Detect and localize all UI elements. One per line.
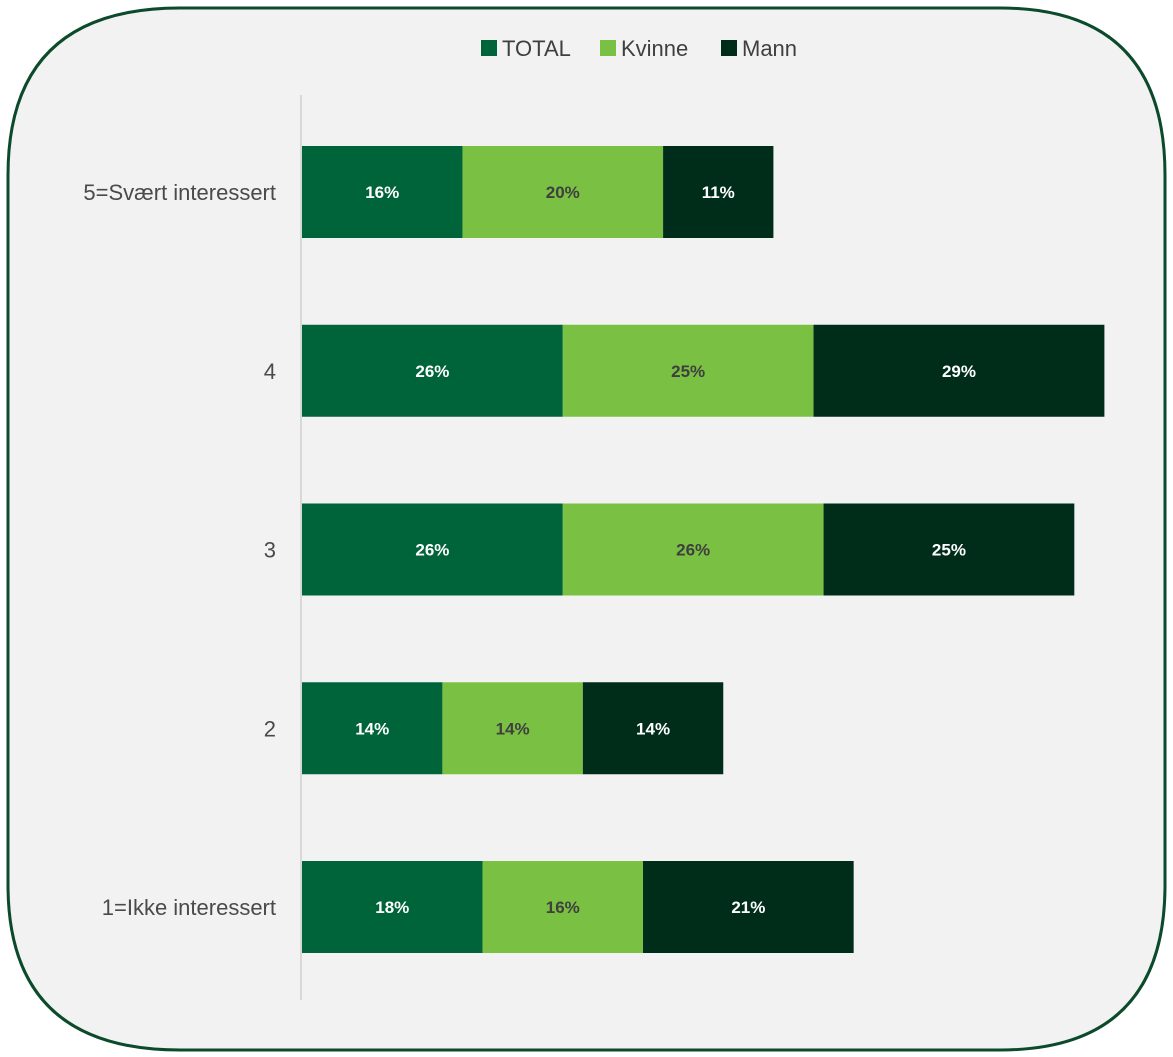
category-label: 3 xyxy=(264,538,276,563)
bar-segment-kvinne xyxy=(462,146,664,238)
data-label: 26% xyxy=(415,362,449,381)
bar-segment-mann xyxy=(582,682,724,775)
bar-segment-kvinne xyxy=(562,324,814,417)
bar-segment-mann xyxy=(643,861,854,953)
category-label: 4 xyxy=(264,359,276,384)
legend-label: Mann xyxy=(742,36,797,61)
data-label: 14% xyxy=(355,719,389,738)
category-labels: 5=Svært interessert 4 3 2 1=Ikke interessert xyxy=(83,180,276,920)
data-label: 18% xyxy=(375,898,409,917)
data-label: 25% xyxy=(671,362,705,381)
bar-segment-mann xyxy=(813,324,1105,417)
bar-segment-total xyxy=(302,146,463,238)
legend: TOTAL Kvinne Mann xyxy=(481,36,797,61)
data-label: 26% xyxy=(676,541,710,560)
data-label: 14% xyxy=(496,719,530,738)
category-label: 5=Svært interessert xyxy=(83,180,276,205)
data-label: 20% xyxy=(546,183,580,202)
data-label: 16% xyxy=(546,898,580,917)
bar-segment-kvinne xyxy=(482,861,644,953)
category-label: 1=Ikke interessert xyxy=(102,895,276,920)
bar-segment-total xyxy=(302,861,483,953)
data-label: 16% xyxy=(365,183,399,202)
data-label: 26% xyxy=(415,541,449,560)
category-label: 2 xyxy=(264,716,276,741)
bar-segment-kvinne xyxy=(562,503,824,596)
data-label: 11% xyxy=(702,183,735,202)
bar-segment-total xyxy=(302,682,443,775)
data-label: 14% xyxy=(636,719,670,738)
legend-swatch xyxy=(721,40,737,56)
bar-segment-total xyxy=(302,503,563,596)
bar-segment-mann xyxy=(663,146,774,238)
legend-swatch xyxy=(481,40,497,56)
data-label: 21% xyxy=(731,898,765,917)
legend-label: Kvinne xyxy=(621,36,688,61)
legend-swatch xyxy=(600,40,616,56)
bar-segment-kvinne xyxy=(442,682,583,775)
bar-segment-mann xyxy=(823,503,1075,596)
bar-segment-total xyxy=(302,324,563,417)
data-label: 29% xyxy=(942,362,976,381)
legend-label: TOTAL xyxy=(502,36,571,61)
bars: 16% 20% 11% 26% 25% 29% 26% 26% 25% 14% 14% 14% 18% 1… xyxy=(302,146,1105,953)
data-label: 25% xyxy=(932,541,966,560)
